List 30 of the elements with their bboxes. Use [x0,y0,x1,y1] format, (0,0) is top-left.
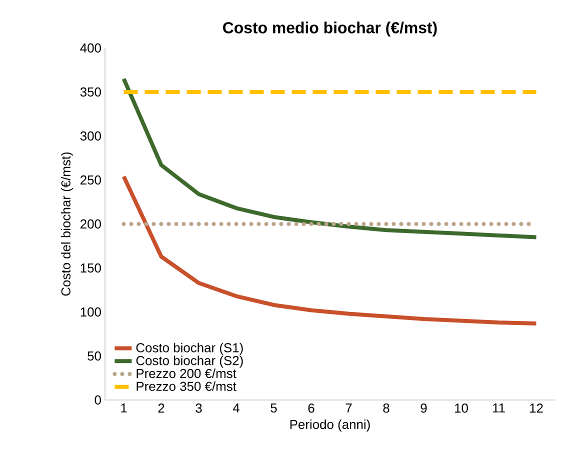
x-tick-label: 2 [158,404,164,413]
chart-title: Costo medio biochar (€/mst) [223,22,437,37]
legend-label: Prezzo 200 €/mst [136,368,236,378]
y-tick-label: 400 [80,43,101,53]
y-tick-label: 50 [88,351,101,361]
y-tick-label: 300 [80,131,101,141]
legend-label: Prezzo 350 €/mst [136,381,236,391]
line-series [122,174,538,326]
y-tick-label: 350 [80,87,101,97]
y-axis-title: Costo del biochar (€/mst) [60,152,74,296]
y-tick-label: 200 [80,219,101,229]
legend-label: Costo biochar (S2) [136,356,243,368]
x-tick-label: 6 [308,404,314,413]
x-tick-label: 1 [121,404,127,412]
y-tick-label: 150 [80,263,101,273]
y-tick-label: 250 [80,175,101,185]
x-tick-label: 11 [493,404,505,412]
x-axis-title: Periodo (anni) [290,420,370,432]
x-tick-label: 3 [196,404,202,413]
y-tick-label: 0 [94,395,101,405]
legend-label: Costo biochar (S1) [136,342,243,355]
x-tick-label: 9 [420,404,427,413]
x-tick-label: 5 [270,404,277,413]
x-tick-label: 4 [232,404,240,412]
line-series [122,76,538,240]
y-tick-label: 100 [80,307,101,317]
x-tick-label: 8 [383,404,390,413]
x-tick-label: 12 [530,404,543,413]
x-tick-label: 7 [346,404,352,412]
x-tick-label: 10 [455,404,468,413]
